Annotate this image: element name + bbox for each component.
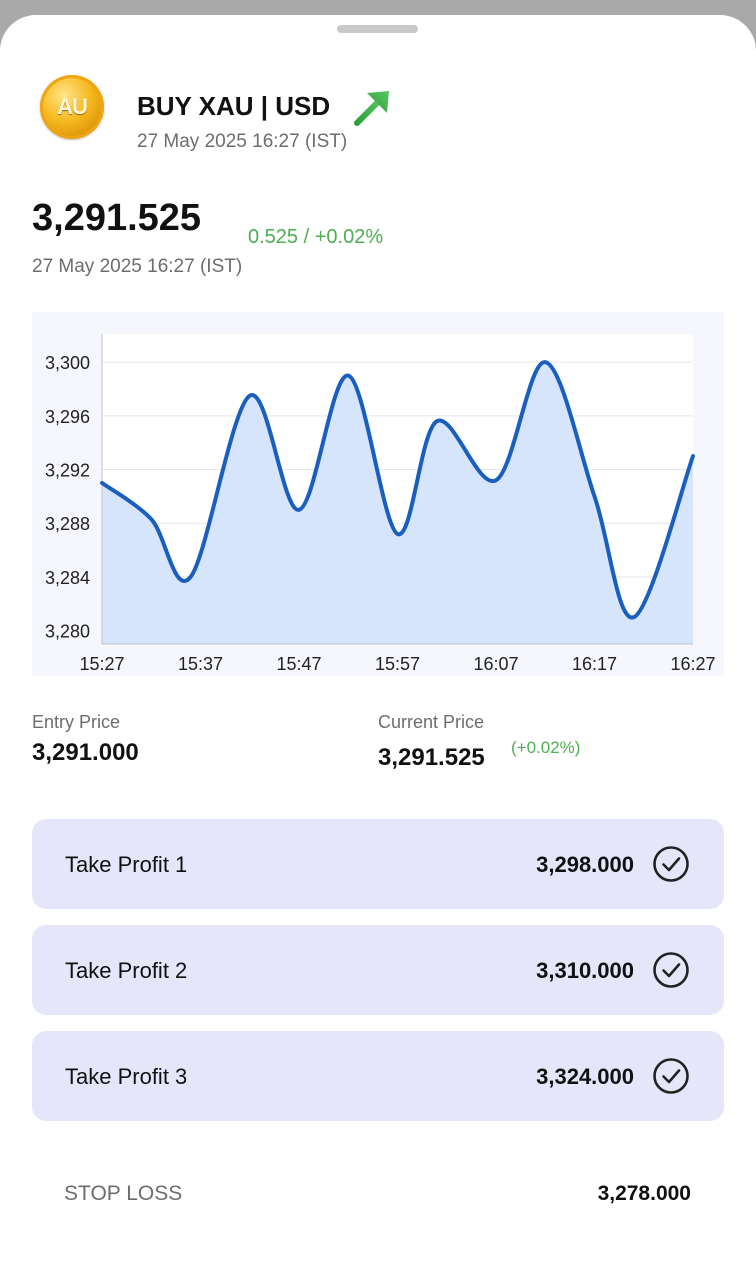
price-timestamp: 27 May 2025 16:27 (IST) (32, 256, 243, 277)
header-timestamp: 27 May 2025 16:27 (IST) (137, 131, 348, 152)
y-tick-label: 3,284 (45, 568, 90, 588)
price-area-fill (102, 362, 693, 644)
take-profit-label: Take Profit 3 (65, 1064, 188, 1089)
price-change: 0.525 / +0.02% (248, 226, 384, 248)
y-tick-label: 3,292 (45, 461, 90, 481)
stop-loss-label: STOP LOSS (64, 1182, 183, 1205)
arrow-up-right-icon (354, 91, 389, 126)
x-tick-label: 15:47 (276, 654, 321, 674)
take-profit-2-card[interactable]: Take Profit 2 3,310.000 (32, 925, 724, 1015)
price-chart: 3,280 3,284 3,288 3,292 3,296 3,300 15:27 15:37… (32, 312, 724, 676)
x-tick-label: 16:17 (572, 654, 617, 674)
x-tick-label: 15:27 (79, 654, 124, 674)
x-tick-label: 16:27 (670, 654, 715, 674)
take-profit-label: Take Profit 2 (65, 958, 188, 983)
entry-price-label: Entry Price (32, 712, 121, 732)
take-profit-value: 3,298.000 (536, 852, 634, 877)
take-profit-value: 3,310.000 (536, 958, 634, 983)
y-tick-label: 3,296 (45, 407, 90, 427)
x-tick-label: 15:57 (375, 654, 420, 674)
price-line (100, 360, 695, 620)
check-circle-icon (653, 846, 689, 882)
current-price-large: 3,291.525 (32, 197, 202, 239)
check-circle-icon (653, 952, 689, 988)
coin-symbol: AU (57, 94, 88, 119)
trade-title: BUY XAU | USD (137, 91, 331, 121)
check-circle-icon (653, 1058, 689, 1094)
y-tick-label: 3,280 (45, 622, 90, 642)
drag-handle[interactable] (337, 25, 418, 33)
take-profit-value: 3,324.000 (536, 1064, 634, 1089)
x-tick-label: 15:37 (178, 654, 223, 674)
gold-coin-icon: AU (40, 75, 104, 139)
x-tick-label: 16:07 (473, 654, 518, 674)
take-profit-label: Take Profit 1 (65, 852, 188, 877)
price-chart-svg: 3,280 3,284 3,288 3,292 3,296 3,300 15:27 15:37… (45, 334, 716, 674)
y-tick-label: 3,288 (45, 514, 90, 534)
entry-price-value: 3,291.000 (32, 739, 139, 766)
take-profit-1-card[interactable]: Take Profit 1 3,298.000 (32, 819, 724, 909)
current-price-change: (+0.02%) (511, 738, 581, 757)
current-price-value: 3,291.525 (378, 744, 485, 771)
take-profit-3-card[interactable]: Take Profit 3 3,324.000 (32, 1031, 724, 1121)
y-tick-label: 3,300 (45, 353, 90, 373)
stop-loss-value: 3,278.000 (597, 1182, 691, 1205)
current-price-label: Current Price (378, 712, 485, 732)
